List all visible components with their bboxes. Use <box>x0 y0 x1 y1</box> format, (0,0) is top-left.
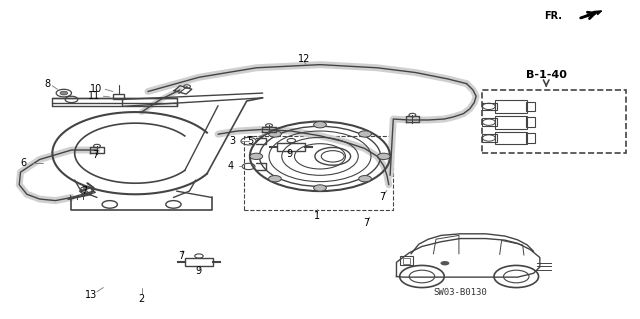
Bar <box>495 100 527 113</box>
Text: 6: 6 <box>20 158 27 168</box>
Circle shape <box>60 91 68 95</box>
Bar <box>244 136 394 210</box>
Circle shape <box>269 175 282 182</box>
Text: 3: 3 <box>229 136 235 146</box>
Bar <box>113 94 124 100</box>
Text: 9: 9 <box>196 266 202 276</box>
Text: 10: 10 <box>90 84 102 94</box>
Bar <box>400 256 413 265</box>
Text: 1: 1 <box>314 211 320 221</box>
Circle shape <box>250 153 262 160</box>
Text: 13: 13 <box>84 291 97 300</box>
Circle shape <box>358 131 371 137</box>
Bar <box>483 90 626 153</box>
Bar <box>185 258 213 266</box>
Circle shape <box>378 153 390 160</box>
Text: SW03-B0130: SW03-B0130 <box>433 288 487 297</box>
Text: 12: 12 <box>298 54 310 64</box>
Bar <box>277 143 305 151</box>
Circle shape <box>269 131 282 137</box>
Circle shape <box>314 122 326 128</box>
Bar <box>403 257 410 264</box>
Text: FR.: FR. <box>544 11 562 21</box>
Circle shape <box>314 185 326 191</box>
Text: 2: 2 <box>138 293 145 304</box>
Text: 8: 8 <box>44 79 51 89</box>
Text: 5: 5 <box>247 136 253 145</box>
Text: 11: 11 <box>88 91 100 101</box>
Text: 7: 7 <box>81 186 87 196</box>
Text: 7: 7 <box>179 251 185 261</box>
Text: B-1-40: B-1-40 <box>526 70 566 80</box>
Polygon shape <box>580 11 602 19</box>
Text: 7: 7 <box>380 192 385 203</box>
Bar <box>483 134 497 142</box>
Bar <box>495 132 527 144</box>
Text: 4: 4 <box>228 161 234 171</box>
Bar <box>526 133 536 143</box>
Bar <box>483 118 497 126</box>
Bar <box>483 103 497 110</box>
Text: 7: 7 <box>93 150 99 160</box>
Bar <box>526 102 536 111</box>
Bar <box>526 117 536 127</box>
Text: 9: 9 <box>286 149 292 159</box>
Bar <box>495 116 527 129</box>
Circle shape <box>440 261 449 265</box>
Circle shape <box>358 175 371 182</box>
Text: 7: 7 <box>363 218 369 228</box>
